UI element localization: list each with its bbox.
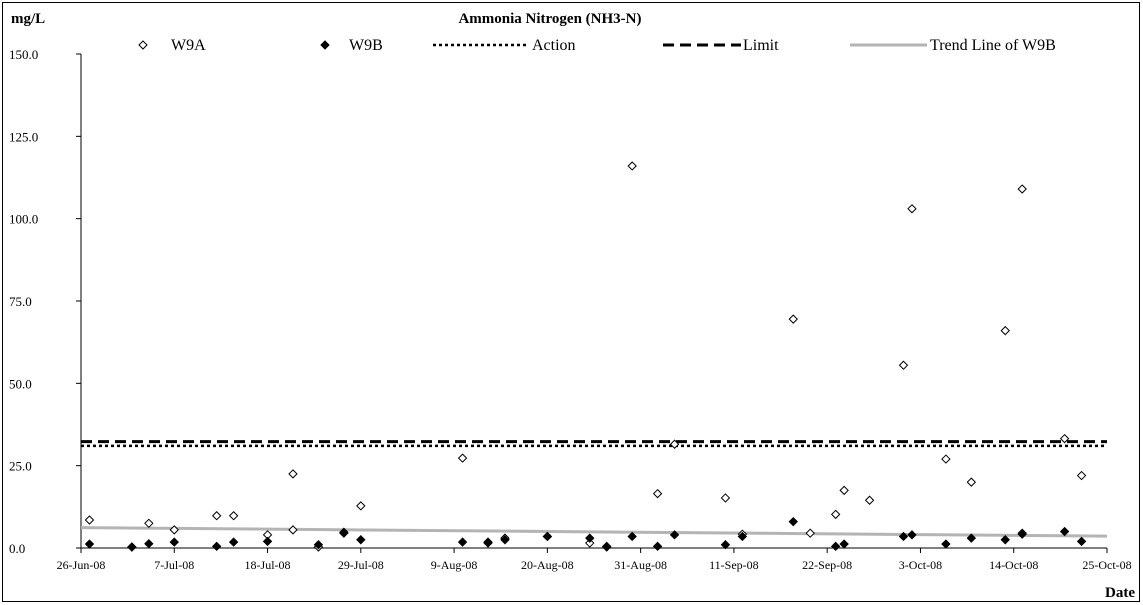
w9b-point <box>127 542 137 552</box>
w9b-point <box>1059 526 1070 537</box>
w9a-point <box>1076 470 1087 481</box>
w9b-point <box>602 541 612 552</box>
w9a-point <box>169 525 179 535</box>
x-tick-label: 9-Aug-08 <box>431 558 478 572</box>
x-tick-label: 25-Oct-08 <box>1082 558 1131 572</box>
w9b-point <box>898 531 909 542</box>
reference-lines <box>80 440 1108 538</box>
x-tick-label: 7-Jul-08 <box>154 558 194 572</box>
x-tick-label: 11-Sep-08 <box>709 558 759 572</box>
w9b-point <box>313 539 324 550</box>
x-axis: 26-Jun-08 7-Jul-08 18-Jul-08 29-Jul-08 9-Aug… <box>57 547 1132 572</box>
w9b-point <box>211 541 222 552</box>
w9b-point <box>144 539 154 549</box>
x-tick-label: 31-Aug-08 <box>614 558 667 572</box>
w9a-point <box>864 495 875 505</box>
x-tick-label: 14-Oct-08 <box>989 558 1038 572</box>
x-tick-label: 22-Sep-08 <box>802 558 852 572</box>
w9b-point <box>941 539 951 549</box>
w9b-point <box>356 535 366 545</box>
w9b-point <box>228 537 239 547</box>
y-tick-label: 100.0 <box>9 212 38 227</box>
x-tick-label: 3-Oct-08 <box>899 558 942 572</box>
legend-w9b-marker <box>320 40 330 50</box>
w9b-point <box>483 537 493 547</box>
w9b-point <box>907 530 917 540</box>
w9a-point <box>1059 433 1070 444</box>
w9a-point <box>839 485 849 496</box>
w9a-point <box>669 439 680 449</box>
y-tick-label: 0.0 <box>9 541 25 556</box>
x-tick-label: 18-Jul-08 <box>245 558 291 572</box>
w9b-point <box>1000 535 1010 545</box>
w9b-point <box>500 535 510 545</box>
w9b-point <box>169 537 179 547</box>
x-tick-label: 29-Jul-08 <box>338 558 384 572</box>
w9b-point <box>669 530 680 540</box>
w9a-point <box>356 501 366 511</box>
w9a-point <box>652 488 663 499</box>
w9a-point <box>1017 184 1027 194</box>
w9b-point <box>720 539 731 550</box>
w9a-point <box>84 515 95 525</box>
w9b-point <box>542 531 553 542</box>
legend-trend-line-of-w9b-label: Trend Line of W9B <box>930 37 1056 54</box>
w9a-point <box>228 511 239 521</box>
w9b-point <box>457 537 468 547</box>
w9a-point <box>457 453 468 463</box>
w9a-point <box>966 477 977 487</box>
w9b-point <box>737 531 748 542</box>
x-tick-label: 20-Aug-08 <box>521 558 574 572</box>
legend-w9b-label: W9B <box>349 37 383 54</box>
w9a-point <box>720 493 731 503</box>
chart-title: Ammonia Nitrogen (NH3-N) <box>458 11 641 27</box>
y-tick-label: 50.0 <box>9 376 32 391</box>
w9a-point <box>788 314 798 324</box>
ammonia-nitrogen-chart: Ammonia Nitrogen (NH3-N) mg/L Date W9A W9… <box>9 11 1135 601</box>
y-axis: 0.0 25.0 50.0 75.0 100.0 125.0 150.0 <box>9 47 82 556</box>
w9b-point <box>84 539 95 549</box>
w9a-point <box>288 525 298 535</box>
y-axis-label: mg/L <box>11 11 45 27</box>
w9a-point <box>288 469 298 479</box>
w9a-point <box>805 528 815 538</box>
w9b-point <box>262 536 273 547</box>
w9b-point <box>627 531 637 542</box>
legend: W9A W9B Action Limit Trend Line of W9B <box>138 37 1056 54</box>
trend-line-of-w9b-line <box>80 526 1108 538</box>
w9a-point <box>627 161 637 171</box>
w9a-point <box>898 360 909 370</box>
legend-w9a-label: W9A <box>171 37 206 54</box>
w9b-point <box>585 533 595 543</box>
w9b-point <box>830 541 841 552</box>
y-tick-label: 125.0 <box>9 129 38 144</box>
w9b-point <box>966 533 977 543</box>
w9a-point <box>144 518 154 529</box>
w9a-point <box>1000 325 1010 336</box>
w9a-point <box>830 509 841 520</box>
y-tick-label: 25.0 <box>9 459 32 474</box>
w9a-point <box>585 538 595 548</box>
w9a-point <box>907 204 917 214</box>
w9b-point <box>1017 529 1027 539</box>
w9a-point <box>211 511 222 521</box>
w9b-point <box>652 541 663 552</box>
y-tick-label: 150.0 <box>9 47 38 62</box>
x-tick-label: 26-Jun-08 <box>57 558 106 572</box>
legend-limit-label: Limit <box>743 37 779 54</box>
w9b-point <box>1076 536 1087 547</box>
plot-series <box>84 161 1087 552</box>
w9b-point <box>339 528 349 538</box>
w9a-point <box>941 454 951 464</box>
x-axis-label: Date <box>1105 585 1135 601</box>
w9b-point <box>839 539 849 549</box>
w9b-point <box>788 516 798 527</box>
y-tick-label: 75.0 <box>9 294 32 309</box>
legend-action-label: Action <box>532 37 576 54</box>
legend-w9a-marker <box>138 40 148 50</box>
